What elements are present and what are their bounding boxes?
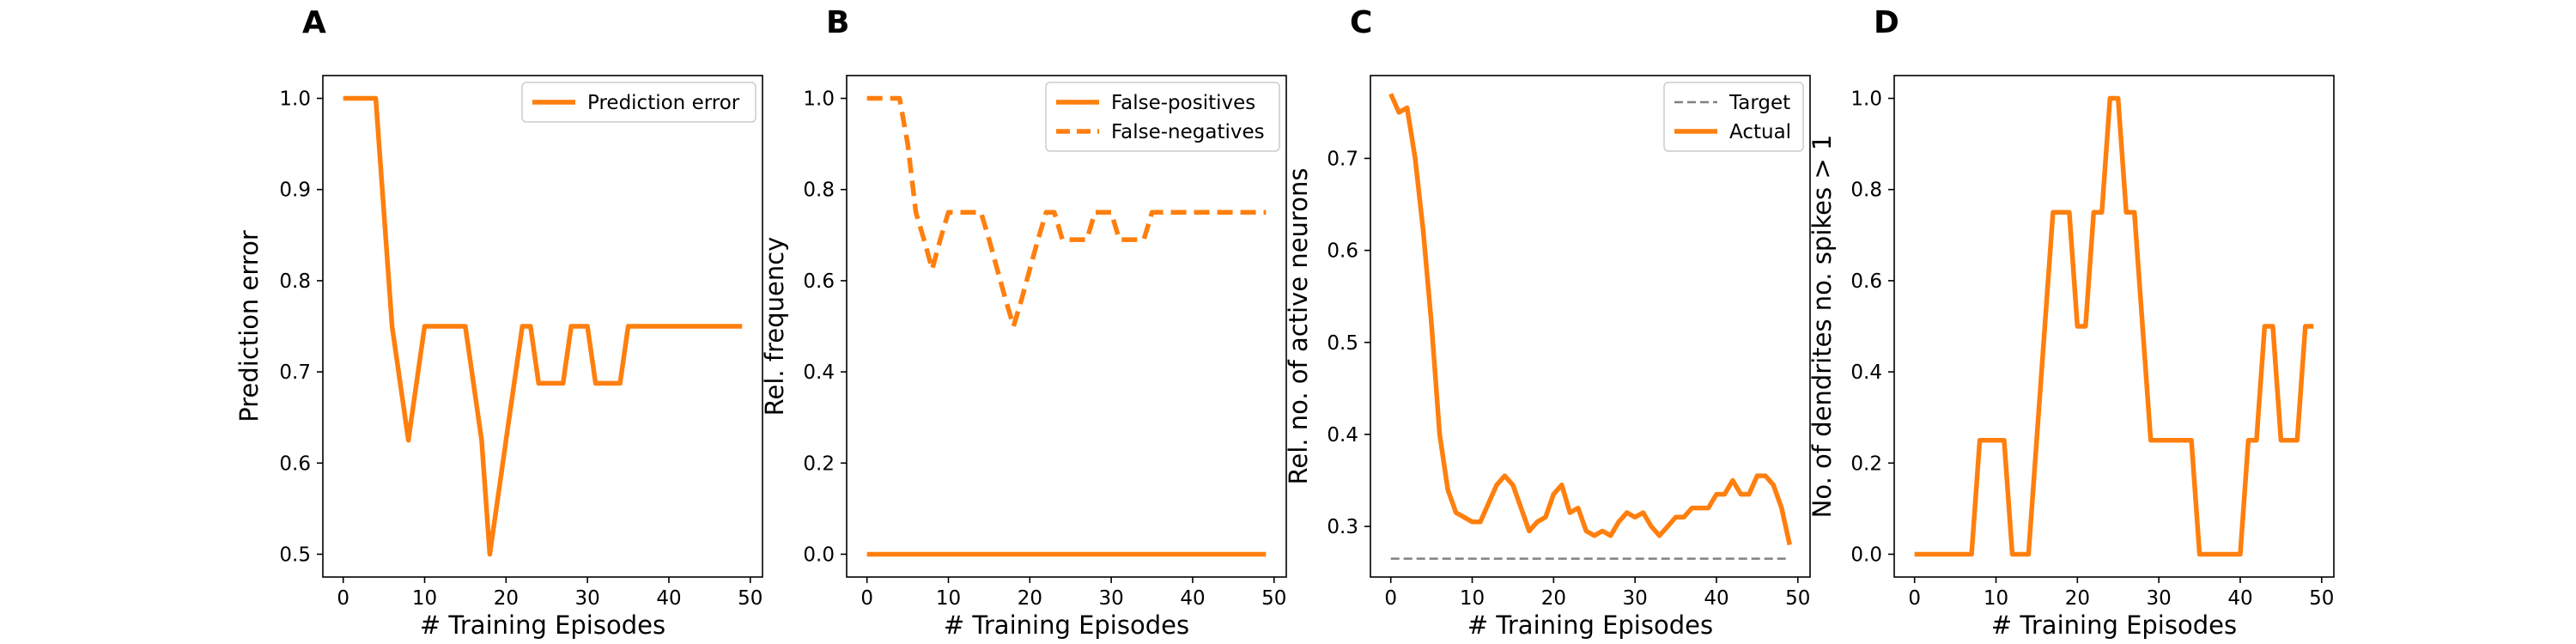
legend-label: False-negatives (1111, 121, 1265, 143)
y-tick-label: 0.2 (803, 453, 835, 475)
y-tick-label: 0.8 (279, 270, 311, 293)
plot-frame (846, 75, 1287, 578)
x-axis-label: # Training Episodes (420, 611, 665, 640)
x-tick-label: 0 (337, 587, 349, 610)
x-tick-label: 10 (412, 587, 437, 610)
x-tick-label: 50 (1785, 587, 1810, 610)
y-tick-label: 0.4 (1327, 424, 1358, 447)
y-tick-label: 0.9 (279, 179, 311, 202)
x-axis-label: # Training Episodes (1467, 611, 1713, 640)
x-tick-label: 50 (1261, 587, 1286, 610)
panel-letter: D (1874, 5, 1899, 40)
x-tick-label: 10 (1984, 587, 2008, 610)
y-tick-label: 0.2 (1850, 453, 1882, 475)
y-axis-label: Prediction error (234, 230, 264, 422)
panel-b: B 0 10 20 30 40 50 0.0 0.2 0.4 0.6 0.8 1.0 # Training… (760, 5, 1287, 640)
x-tick-label: 40 (656, 587, 681, 610)
legend: Target Actual (1663, 82, 1804, 152)
y-tick-label: 1.0 (279, 88, 311, 111)
x-axis-label: # Training Episodes (1991, 611, 2237, 640)
panel-letter: C (1350, 5, 1372, 40)
panel-d: D 0 10 20 30 40 50 0.0 0.2 0.4 0.6 0.8 1.0 # Training… (1807, 5, 2335, 640)
x-tick-label: 20 (1018, 587, 1042, 610)
y-tick-label: 0.6 (279, 453, 311, 475)
y-tick-label: 0.8 (803, 179, 835, 202)
plot-frame (1370, 75, 1811, 578)
series-line-actual (1388, 93, 1792, 546)
plot-frame (322, 75, 763, 578)
y-tick-label: 1.0 (803, 88, 835, 111)
y-tick-label: 0.4 (1850, 361, 1882, 384)
x-axis-label: # Training Episodes (944, 611, 1189, 640)
panel-letter: B (826, 5, 849, 40)
y-tick-label: 0.7 (279, 361, 311, 384)
x-tick-label: 20 (1541, 587, 1566, 610)
x-tick-label: 10 (1460, 587, 1485, 610)
x-tick-label: 20 (494, 587, 519, 610)
series-line-prediction-error (343, 95, 743, 557)
x-tick-label: 30 (575, 587, 600, 610)
y-tick-label: 0.7 (1327, 148, 1358, 170)
y-tick-label: 0.6 (1327, 240, 1358, 263)
y-tick-label: 0.4 (803, 361, 835, 384)
x-tick-label: 40 (1704, 587, 1728, 610)
x-tick-label: 30 (1623, 587, 1648, 610)
x-tick-label: 0 (1384, 587, 1397, 610)
legend: False-positives False-negatives (1045, 82, 1280, 152)
panel-c: C 0 10 20 30 40 50 0.3 0.4 0.5 0.6 0.7 # Training Ep… (1284, 5, 1811, 640)
plot-frame (1893, 75, 2335, 578)
panel-a: A 0 10 20 30 40 50 0.5 0.6 0.7 0.8 0.9 1.0 # Training… (234, 5, 763, 640)
legend: Prediction error (521, 82, 756, 123)
series-line-false-negatives (866, 95, 1267, 329)
legend-box (1663, 82, 1804, 152)
y-tick-label: 0.3 (1327, 516, 1358, 538)
x-tick-label: 30 (2147, 587, 2172, 610)
series-line-data (1914, 95, 2314, 557)
legend-label: Prediction error (587, 92, 740, 114)
y-axis-label: Rel. no. of active neurons (1284, 168, 1313, 485)
x-tick-label: 0 (860, 587, 873, 610)
x-tick-label: 30 (1099, 587, 1124, 610)
x-tick-label: 40 (1180, 587, 1205, 610)
y-axis-label: Rel. frequency (760, 237, 789, 416)
x-tick-label: 50 (2309, 587, 2334, 610)
x-tick-label: 40 (2227, 587, 2252, 610)
legend-label: Actual (1729, 121, 1791, 143)
legend-box (521, 82, 756, 123)
panel-letter: A (302, 5, 326, 40)
legend-box (1045, 82, 1280, 152)
x-tick-label: 0 (1908, 587, 1921, 610)
y-axis-label: No. of dendrites no. spikes > 1 (1807, 135, 1837, 519)
legend-label: Target (1728, 92, 1790, 114)
y-tick-label: 0.6 (803, 270, 835, 293)
y-tick-label: 0.6 (1850, 270, 1882, 293)
y-tick-label: 0.0 (803, 544, 835, 566)
y-tick-label: 0.0 (1850, 544, 1882, 566)
x-tick-label: 50 (738, 587, 762, 610)
x-tick-label: 20 (2065, 587, 2090, 610)
y-tick-label: 0.8 (1850, 179, 1882, 202)
legend-label: False-positives (1111, 92, 1255, 114)
y-tick-label: 1.0 (1850, 88, 1882, 111)
y-tick-label: 0.5 (279, 544, 311, 566)
x-tick-label: 10 (936, 587, 961, 610)
y-tick-label: 0.5 (1327, 332, 1358, 355)
